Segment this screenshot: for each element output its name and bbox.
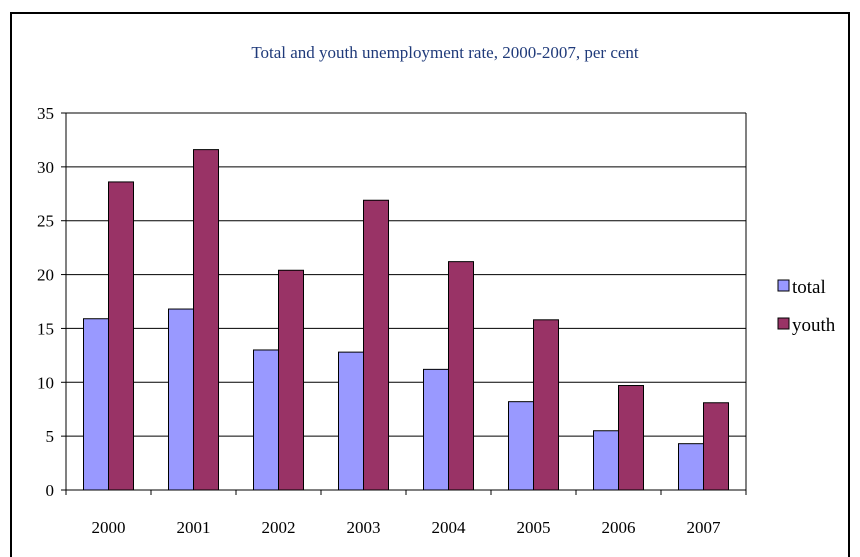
bar-chart: Total and youth unemployment rate, 2000-… [37, 43, 836, 537]
chart-title: Total and youth unemployment rate, 2000-… [251, 43, 639, 62]
y-tick-label: 0 [46, 481, 55, 500]
y-tick-label: 20 [37, 266, 54, 285]
bar-youth-2000 [108, 181, 134, 491]
bars [83, 149, 729, 491]
bar-total-2005 [508, 401, 534, 491]
bar-youth-2004 [448, 261, 474, 491]
bar-total-2002 [253, 349, 279, 491]
bar-total-2007 [678, 443, 704, 491]
bar-youth-2007 [703, 402, 729, 491]
bar-youth-2001 [193, 149, 219, 491]
x-tick-label: 2000 [92, 518, 126, 537]
bar-youth-2005 [533, 319, 559, 491]
bar-total-2006 [593, 430, 619, 491]
bar-total-2004 [423, 368, 449, 491]
legend-label-youth: youth [792, 315, 836, 336]
x-tick-label: 2001 [177, 518, 211, 537]
y-tick-label: 5 [46, 427, 55, 446]
x-tick-label: 2003 [347, 518, 381, 537]
bar-youth-2006 [618, 385, 644, 491]
bar-youth-2003 [363, 199, 389, 491]
x-tick-label: 2002 [262, 518, 296, 537]
bar-total-2003 [338, 351, 364, 491]
y-tick-label: 30 [37, 158, 54, 177]
bar-total-2000 [83, 318, 109, 491]
x-tick-label: 2005 [517, 518, 551, 537]
axes: 0 5 10 15 20 25 30 35 2000 2001 2002 2003 2004 2005 20… [37, 104, 747, 537]
bar-total-2001 [168, 308, 194, 491]
x-tick-label: 2004 [432, 518, 467, 537]
legend-swatch-total [777, 279, 790, 292]
y-tick-label: 10 [37, 373, 54, 392]
x-tick-label: 2006 [602, 518, 636, 537]
legend-label-total: total [792, 277, 826, 298]
y-tick-label: 35 [37, 104, 54, 123]
chart-frame: Total and youth unemployment rate, 2000-… [10, 12, 850, 557]
legend-swatch-youth [777, 317, 790, 330]
y-tick-label: 15 [37, 319, 54, 338]
x-tick-label: 2007 [687, 518, 722, 537]
legend: total youth [777, 277, 836, 336]
bar-youth-2002 [278, 269, 304, 491]
y-tick-label: 25 [37, 212, 54, 231]
